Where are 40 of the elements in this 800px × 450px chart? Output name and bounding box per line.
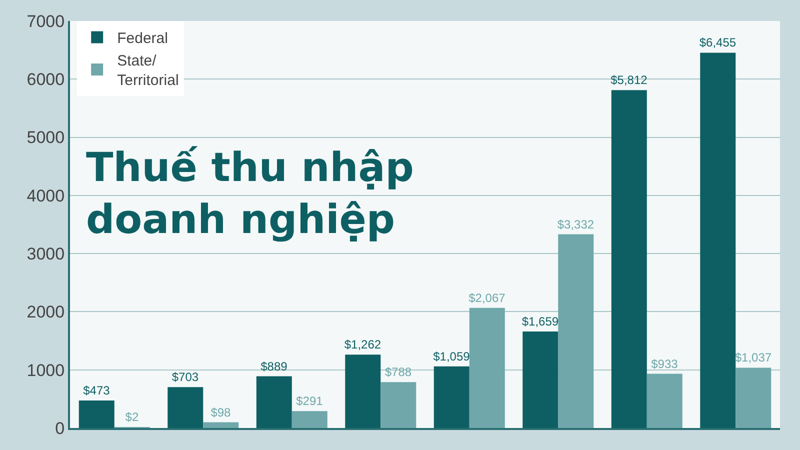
bar	[168, 387, 204, 428]
text: Thuế thu nhập doanh nghiệp	[86, 145, 414, 243]
data-label: $1,262	[344, 338, 382, 352]
y-tick-label: 7000	[26, 12, 65, 31]
bar	[558, 234, 594, 428]
data-label: $2,067	[468, 290, 506, 305]
y-tick-label: 5000	[26, 128, 65, 148]
y-tick-label: 4000	[26, 186, 65, 206]
data-label: $3,332	[557, 217, 594, 232]
bar	[380, 382, 416, 428]
bar	[256, 376, 292, 428]
bar	[611, 90, 647, 428]
data-label: $291	[296, 394, 324, 408]
y-tick-label: 6000	[26, 70, 65, 90]
data-label: $5,812	[610, 73, 648, 88]
data-label: $703	[172, 370, 199, 384]
data-label: $6,455	[699, 36, 736, 50]
data-label: $1,059	[433, 349, 470, 364]
bar	[345, 354, 381, 428]
bar	[522, 332, 558, 428]
bar	[434, 366, 470, 428]
bar	[469, 308, 505, 428]
y-tick-label: 2000	[26, 302, 65, 322]
data-label: $2	[125, 410, 139, 424]
data-label: $473	[83, 384, 110, 398]
bar	[203, 422, 239, 428]
data-label: $1,659	[522, 314, 559, 329]
y-tick-label: 0	[55, 418, 65, 438]
data-label: $98	[210, 405, 232, 420]
data-label: $933	[651, 356, 678, 371]
data-label: $889	[260, 359, 288, 374]
legend-label: State/ Territorial	[117, 52, 179, 90]
bar	[646, 374, 682, 428]
y-tick-label: 3000	[26, 244, 65, 264]
bar	[736, 368, 772, 428]
bar	[292, 411, 328, 428]
bar	[700, 52, 736, 428]
y-tick-label: 1000	[26, 360, 65, 380]
bar	[78, 400, 114, 428]
legend-label: Federal	[117, 30, 168, 48]
